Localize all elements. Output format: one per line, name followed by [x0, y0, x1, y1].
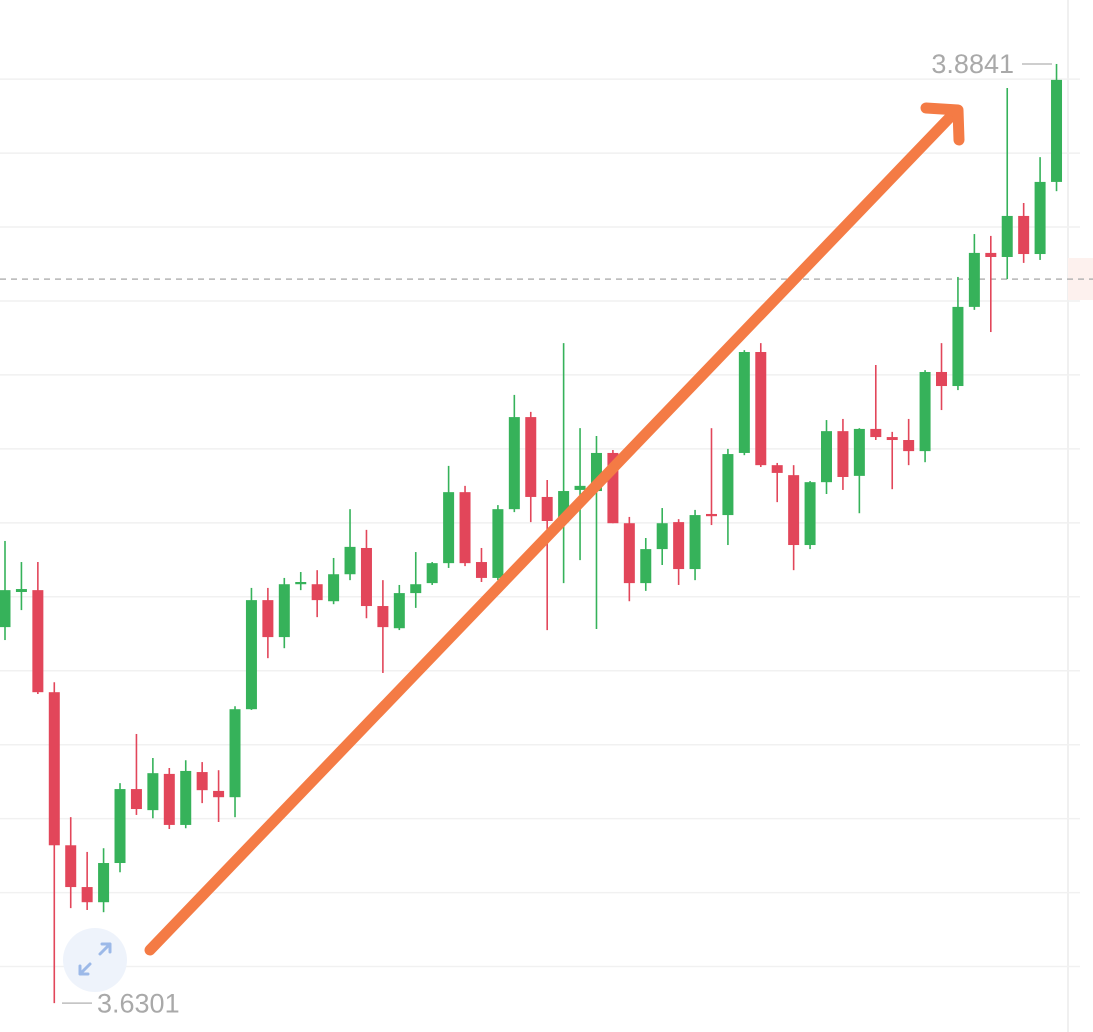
candle-body — [147, 773, 159, 811]
candle-body — [722, 454, 734, 516]
candle-body — [903, 440, 915, 452]
candle-body — [936, 371, 948, 387]
candle-body — [886, 437, 898, 441]
candle-body — [821, 431, 832, 483]
labels: 3.8841 3.6301 — [62, 49, 1052, 1018]
candle-body — [360, 547, 372, 607]
candle-body — [0, 590, 11, 628]
candle-body — [213, 790, 225, 798]
candle-body — [1001, 215, 1013, 257]
candle-body — [853, 428, 865, 476]
candle-body — [32, 590, 44, 693]
candle-body — [673, 522, 685, 570]
candle-body — [65, 845, 77, 888]
candle-body — [919, 371, 931, 452]
candle-body — [48, 692, 60, 846]
candle-body — [558, 491, 570, 523]
max-label: 3.8841 — [931, 49, 1014, 79]
candle-body — [590, 452, 602, 492]
candle-body — [771, 465, 783, 473]
candle-body — [328, 574, 340, 602]
candle-body — [952, 306, 964, 387]
candle-body — [574, 485, 586, 490]
arrow-head — [920, 102, 965, 146]
candle-body — [870, 428, 882, 438]
candle-body — [788, 475, 800, 546]
candle-body — [705, 513, 717, 517]
candle-body — [656, 523, 668, 550]
candle-body — [1018, 215, 1030, 255]
candle-body — [98, 863, 110, 903]
candle-body — [410, 584, 422, 594]
candle-body — [459, 492, 471, 564]
min-label: 3.6301 — [97, 988, 180, 1018]
candle-body — [755, 352, 767, 466]
candle-body — [311, 584, 323, 601]
candle-body — [180, 770, 192, 825]
candle-body — [607, 452, 619, 524]
expand-button[interactable] — [63, 928, 127, 992]
candle-body — [640, 549, 652, 584]
trend-arrow — [144, 102, 965, 956]
candle-body — [541, 496, 553, 521]
candle-body — [837, 431, 849, 477]
candle-body — [443, 492, 455, 564]
candle-body — [229, 709, 241, 798]
candle-body — [492, 509, 504, 578]
candle-body — [114, 789, 126, 864]
arrow-shaft — [144, 106, 961, 956]
candle-body — [377, 606, 389, 628]
candle-body — [985, 252, 997, 257]
candle-body — [426, 563, 438, 584]
candle-body — [804, 482, 816, 546]
expand-bg[interactable] — [63, 928, 127, 992]
candle-body — [738, 352, 750, 453]
grid — [0, 78, 1093, 968]
candle-body — [245, 600, 257, 710]
candle-body — [130, 789, 142, 810]
candle-body — [1034, 181, 1046, 255]
candle-body — [508, 417, 520, 510]
candle-body — [262, 600, 274, 638]
candle-body — [163, 773, 175, 825]
candle-body — [623, 523, 635, 584]
expand-icon[interactable] — [78, 942, 112, 976]
candle-body — [278, 584, 290, 638]
candle-body — [525, 417, 537, 497]
candle-body — [15, 589, 27, 592]
candle-body — [475, 562, 487, 578]
candles — [0, 63, 1063, 1004]
candle-body — [1051, 79, 1063, 182]
candle-body — [689, 515, 701, 570]
candle-body — [968, 252, 980, 307]
candle-body — [196, 772, 208, 791]
candle-body — [344, 546, 356, 575]
candle-body — [295, 582, 307, 585]
candle-body — [393, 593, 405, 629]
candle-body — [81, 887, 93, 903]
